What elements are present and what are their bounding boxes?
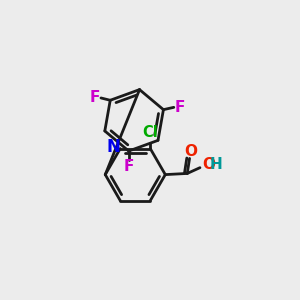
Text: N: N	[107, 138, 121, 156]
Text: O: O	[184, 145, 197, 160]
Text: F: F	[174, 100, 185, 115]
Text: O: O	[203, 158, 216, 172]
Text: F: F	[124, 158, 134, 173]
Text: Cl: Cl	[142, 125, 158, 140]
Text: H: H	[210, 158, 223, 172]
Text: F: F	[90, 91, 101, 106]
